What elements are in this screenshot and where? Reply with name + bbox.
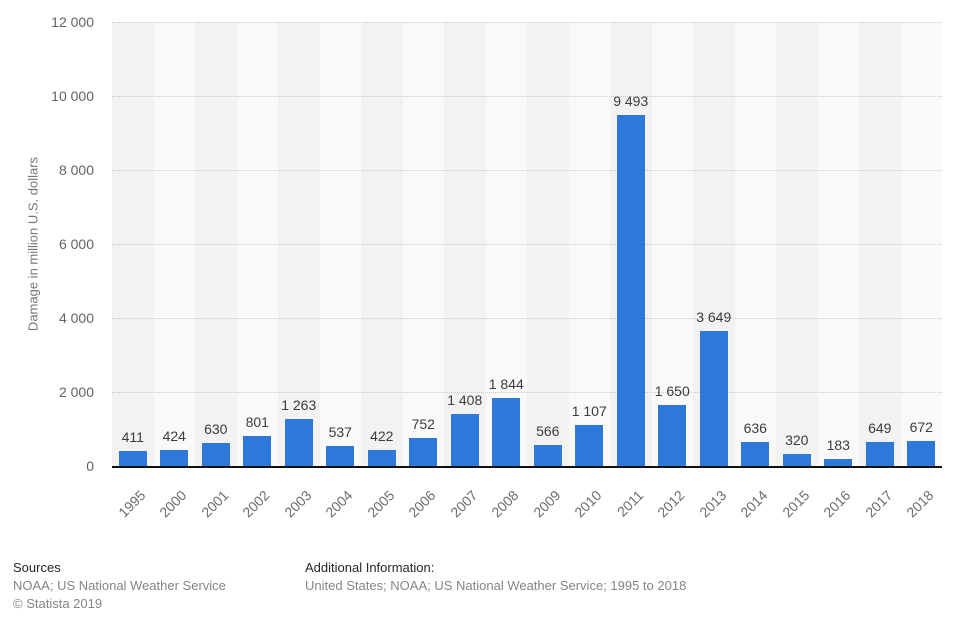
x-tick-label: 2017 xyxy=(861,487,896,521)
bar-value-label: 9 493 xyxy=(613,92,649,109)
x-tick-label: 2012 xyxy=(654,487,688,521)
bar-value-label: 320 xyxy=(785,432,809,449)
bar-1995[interactable] xyxy=(118,450,147,466)
bar-value-label: 422 xyxy=(370,428,394,445)
bar-value-label: 183 xyxy=(826,437,850,454)
gridline xyxy=(112,22,942,23)
bar-value-label: 537 xyxy=(328,424,352,441)
y-tick-label: 6 000 xyxy=(58,236,94,252)
x-tick-label: 2006 xyxy=(405,487,439,521)
bar-2004[interactable] xyxy=(326,446,355,466)
additional-information-text: United States; NOAA; US National Weather… xyxy=(305,578,687,593)
y-tick-label: 12 000 xyxy=(51,14,94,30)
gridline xyxy=(112,96,942,97)
x-tick-label: 2003 xyxy=(280,487,315,521)
bar-value-label: 801 xyxy=(245,414,269,431)
gridline xyxy=(112,244,942,245)
bar-2010[interactable] xyxy=(575,425,604,466)
bar-2013[interactable] xyxy=(699,331,728,466)
x-tick-label: 2002 xyxy=(239,487,273,521)
bar-2017[interactable] xyxy=(865,442,894,466)
x-tick-label: 2018 xyxy=(903,487,937,521)
gridline xyxy=(112,392,942,393)
x-tick-label: 2014 xyxy=(737,487,771,521)
bar-value-label: 1 107 xyxy=(571,403,607,420)
bar-2018[interactable] xyxy=(907,441,936,466)
x-tick-label: 2001 xyxy=(197,487,232,521)
bar-value-label: 3 649 xyxy=(696,309,732,325)
bar-value-label: 411 xyxy=(121,428,144,445)
bar-2008[interactable] xyxy=(492,397,521,466)
bar-2014[interactable] xyxy=(741,442,770,466)
x-tick-label: 2005 xyxy=(363,487,398,521)
y-tick-label: 10 000 xyxy=(51,88,94,104)
x-tick-label: 2009 xyxy=(529,487,564,521)
x-tick-label: 2008 xyxy=(488,487,522,521)
y-tick-label: 0 xyxy=(86,458,94,474)
bar-value-label: 1 408 xyxy=(447,391,483,408)
bar-2009[interactable] xyxy=(533,445,562,466)
plot-area: 411 424 630 801 1 263 537 422 752 1 408 1 844 566 1… xyxy=(112,22,942,468)
gridline xyxy=(112,318,942,319)
sources-text: NOAA; US National Weather Service xyxy=(13,578,226,593)
x-tick-label: 2015 xyxy=(778,487,813,521)
bar-2002[interactable] xyxy=(243,436,272,466)
bar-value-label: 1 650 xyxy=(654,382,690,399)
bar-2006[interactable] xyxy=(409,438,438,466)
bar-2015[interactable] xyxy=(782,454,811,466)
bar-value-label: 672 xyxy=(909,419,933,436)
footer-additional-information: Additional Information: United States; N… xyxy=(305,559,686,595)
x-tick-label: 2000 xyxy=(156,487,190,521)
bar-2000[interactable] xyxy=(160,450,189,466)
copyright-text: © Statista 2019 xyxy=(13,596,103,611)
bar-value-label: 566 xyxy=(536,423,560,440)
x-tick-label: 2007 xyxy=(446,487,481,521)
bar-2007[interactable] xyxy=(450,413,479,466)
x-tick-label: 2010 xyxy=(571,487,605,521)
x-tick-label: 2004 xyxy=(322,487,356,521)
x-tick-label: 1995 xyxy=(114,487,149,521)
bar-value-label: 636 xyxy=(743,420,767,437)
bar-value-label: 1 263 xyxy=(281,397,317,414)
y-tick-label: 8 000 xyxy=(58,162,94,178)
bar-2016[interactable] xyxy=(824,459,853,466)
bar-value-label: 424 xyxy=(162,428,186,445)
footer-sources: Sources NOAA; US National Weather Servic… xyxy=(13,559,226,613)
bar-2011[interactable] xyxy=(616,114,645,466)
bar-2012[interactable] xyxy=(658,404,687,466)
bar-value-label: 630 xyxy=(204,420,228,437)
bar-value-label: 1 844 xyxy=(488,375,524,392)
y-tick-label: 2 000 xyxy=(58,384,94,400)
x-tick-label: 2013 xyxy=(695,487,730,521)
gridline xyxy=(112,170,942,171)
sources-heading: Sources xyxy=(13,560,61,575)
bar-value-label: 649 xyxy=(868,420,892,436)
bar-2005[interactable] xyxy=(367,450,396,466)
bar-value-label: 752 xyxy=(411,416,435,433)
y-tick-label: 4 000 xyxy=(58,310,94,326)
x-tick-label: 2016 xyxy=(820,487,854,521)
bar-2003[interactable] xyxy=(284,419,313,466)
additional-information-heading: Additional Information: xyxy=(305,560,435,575)
bar-2001[interactable] xyxy=(201,442,230,466)
x-tick-label: 2011 xyxy=(613,487,647,520)
